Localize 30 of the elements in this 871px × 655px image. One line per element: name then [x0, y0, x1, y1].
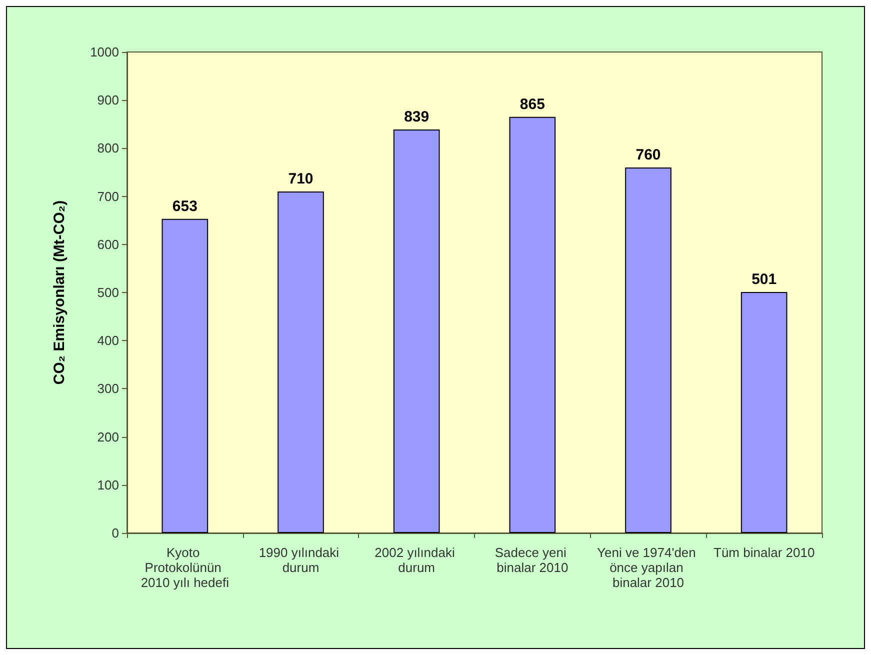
y-tick-label: 200 [97, 429, 119, 444]
data-label: 653 [172, 198, 198, 215]
bar [625, 167, 672, 533]
x-tick-label: Sadece yeni binalar 2010 [494, 545, 570, 575]
x-tick-label: 2002 yılındaki durum [374, 545, 459, 575]
y-tick-label: 900 [97, 92, 119, 108]
y-tick-label: 600 [97, 236, 119, 252]
x-tick-label: Kyoto Protokolünün 2010 yılı hedefi [140, 545, 230, 590]
bar [278, 191, 324, 533]
bar [162, 218, 208, 533]
y-tick-label: 0 [112, 526, 119, 540]
y-axis-title: CO₂ Emisyonları (Mt-CO₂) [51, 200, 68, 385]
bar [509, 116, 556, 533]
x-tick-label: 1990 yılındaki durum [258, 545, 343, 575]
x-tick-label: Yeni ve 1974'den önce yapılan binalar 2010 [597, 545, 700, 590]
y-tick-label: 1000 [90, 44, 119, 60]
data-label: 839 [404, 108, 430, 126]
data-label: 760 [636, 146, 661, 164]
y-tick-label: 400 [97, 333, 119, 348]
y-tick-label: 700 [97, 188, 119, 204]
data-label: 865 [520, 96, 545, 113]
bar [740, 292, 788, 533]
y-tick-label: 800 [97, 140, 119, 156]
y-tick-label: 300 [97, 381, 119, 396]
y-tick-label: 500 [97, 285, 119, 300]
y-tick-label: 100 [97, 477, 119, 492]
data-label: 501 [752, 271, 777, 288]
bar [393, 129, 440, 533]
data-label: 710 [288, 170, 314, 188]
x-tick-label: Tüm binalar 2010 [713, 545, 815, 560]
